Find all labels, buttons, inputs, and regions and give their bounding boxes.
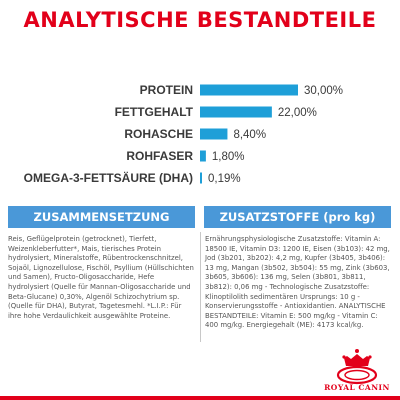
bar <box>200 128 228 140</box>
additives-header: ZUSATZSTOFFE (pro kg) <box>204 206 391 228</box>
logo-wordmark: ROYAL CANIN <box>324 383 390 392</box>
category-label: ROHFASER <box>126 149 193 163</box>
royal-canin-logo: ROYAL CANIN <box>324 349 390 392</box>
value-label: 30,00% <box>304 85 343 97</box>
nutrient-bar-chart: PROTEIN 30,00% FETTGEHALT 22,00% ROHASCHE 8,4… <box>24 83 343 185</box>
value-label: 0,19% <box>208 173 241 185</box>
bar <box>200 84 298 96</box>
composition-header: ZUSAMMENSETZUNG <box>8 206 195 228</box>
value-label: 1,80% <box>212 151 245 163</box>
category-label: FETTGEHALT <box>115 105 194 119</box>
category-label: ROHASCHE <box>124 127 193 141</box>
additives-text: Ernährungsphysiologische Zusatzstoffe: V… <box>205 235 390 330</box>
column-divider <box>200 232 201 342</box>
bar <box>200 150 206 162</box>
page-title: ANALYTISCHE BESTANDTEILE <box>23 8 377 32</box>
bar <box>200 106 272 118</box>
crown-icon <box>336 349 378 385</box>
category-label: OMEGA-3-FETTSÄURE (DHA) <box>24 170 193 185</box>
category-label: PROTEIN <box>140 83 193 97</box>
bar <box>200 172 202 184</box>
value-label: 22,00% <box>278 107 317 119</box>
composition-text: Reis, Geflügelprotein (getrocknet), Tier… <box>8 235 194 320</box>
value-label: 8,40% <box>233 129 266 141</box>
bottom-accent-bar <box>0 396 400 400</box>
